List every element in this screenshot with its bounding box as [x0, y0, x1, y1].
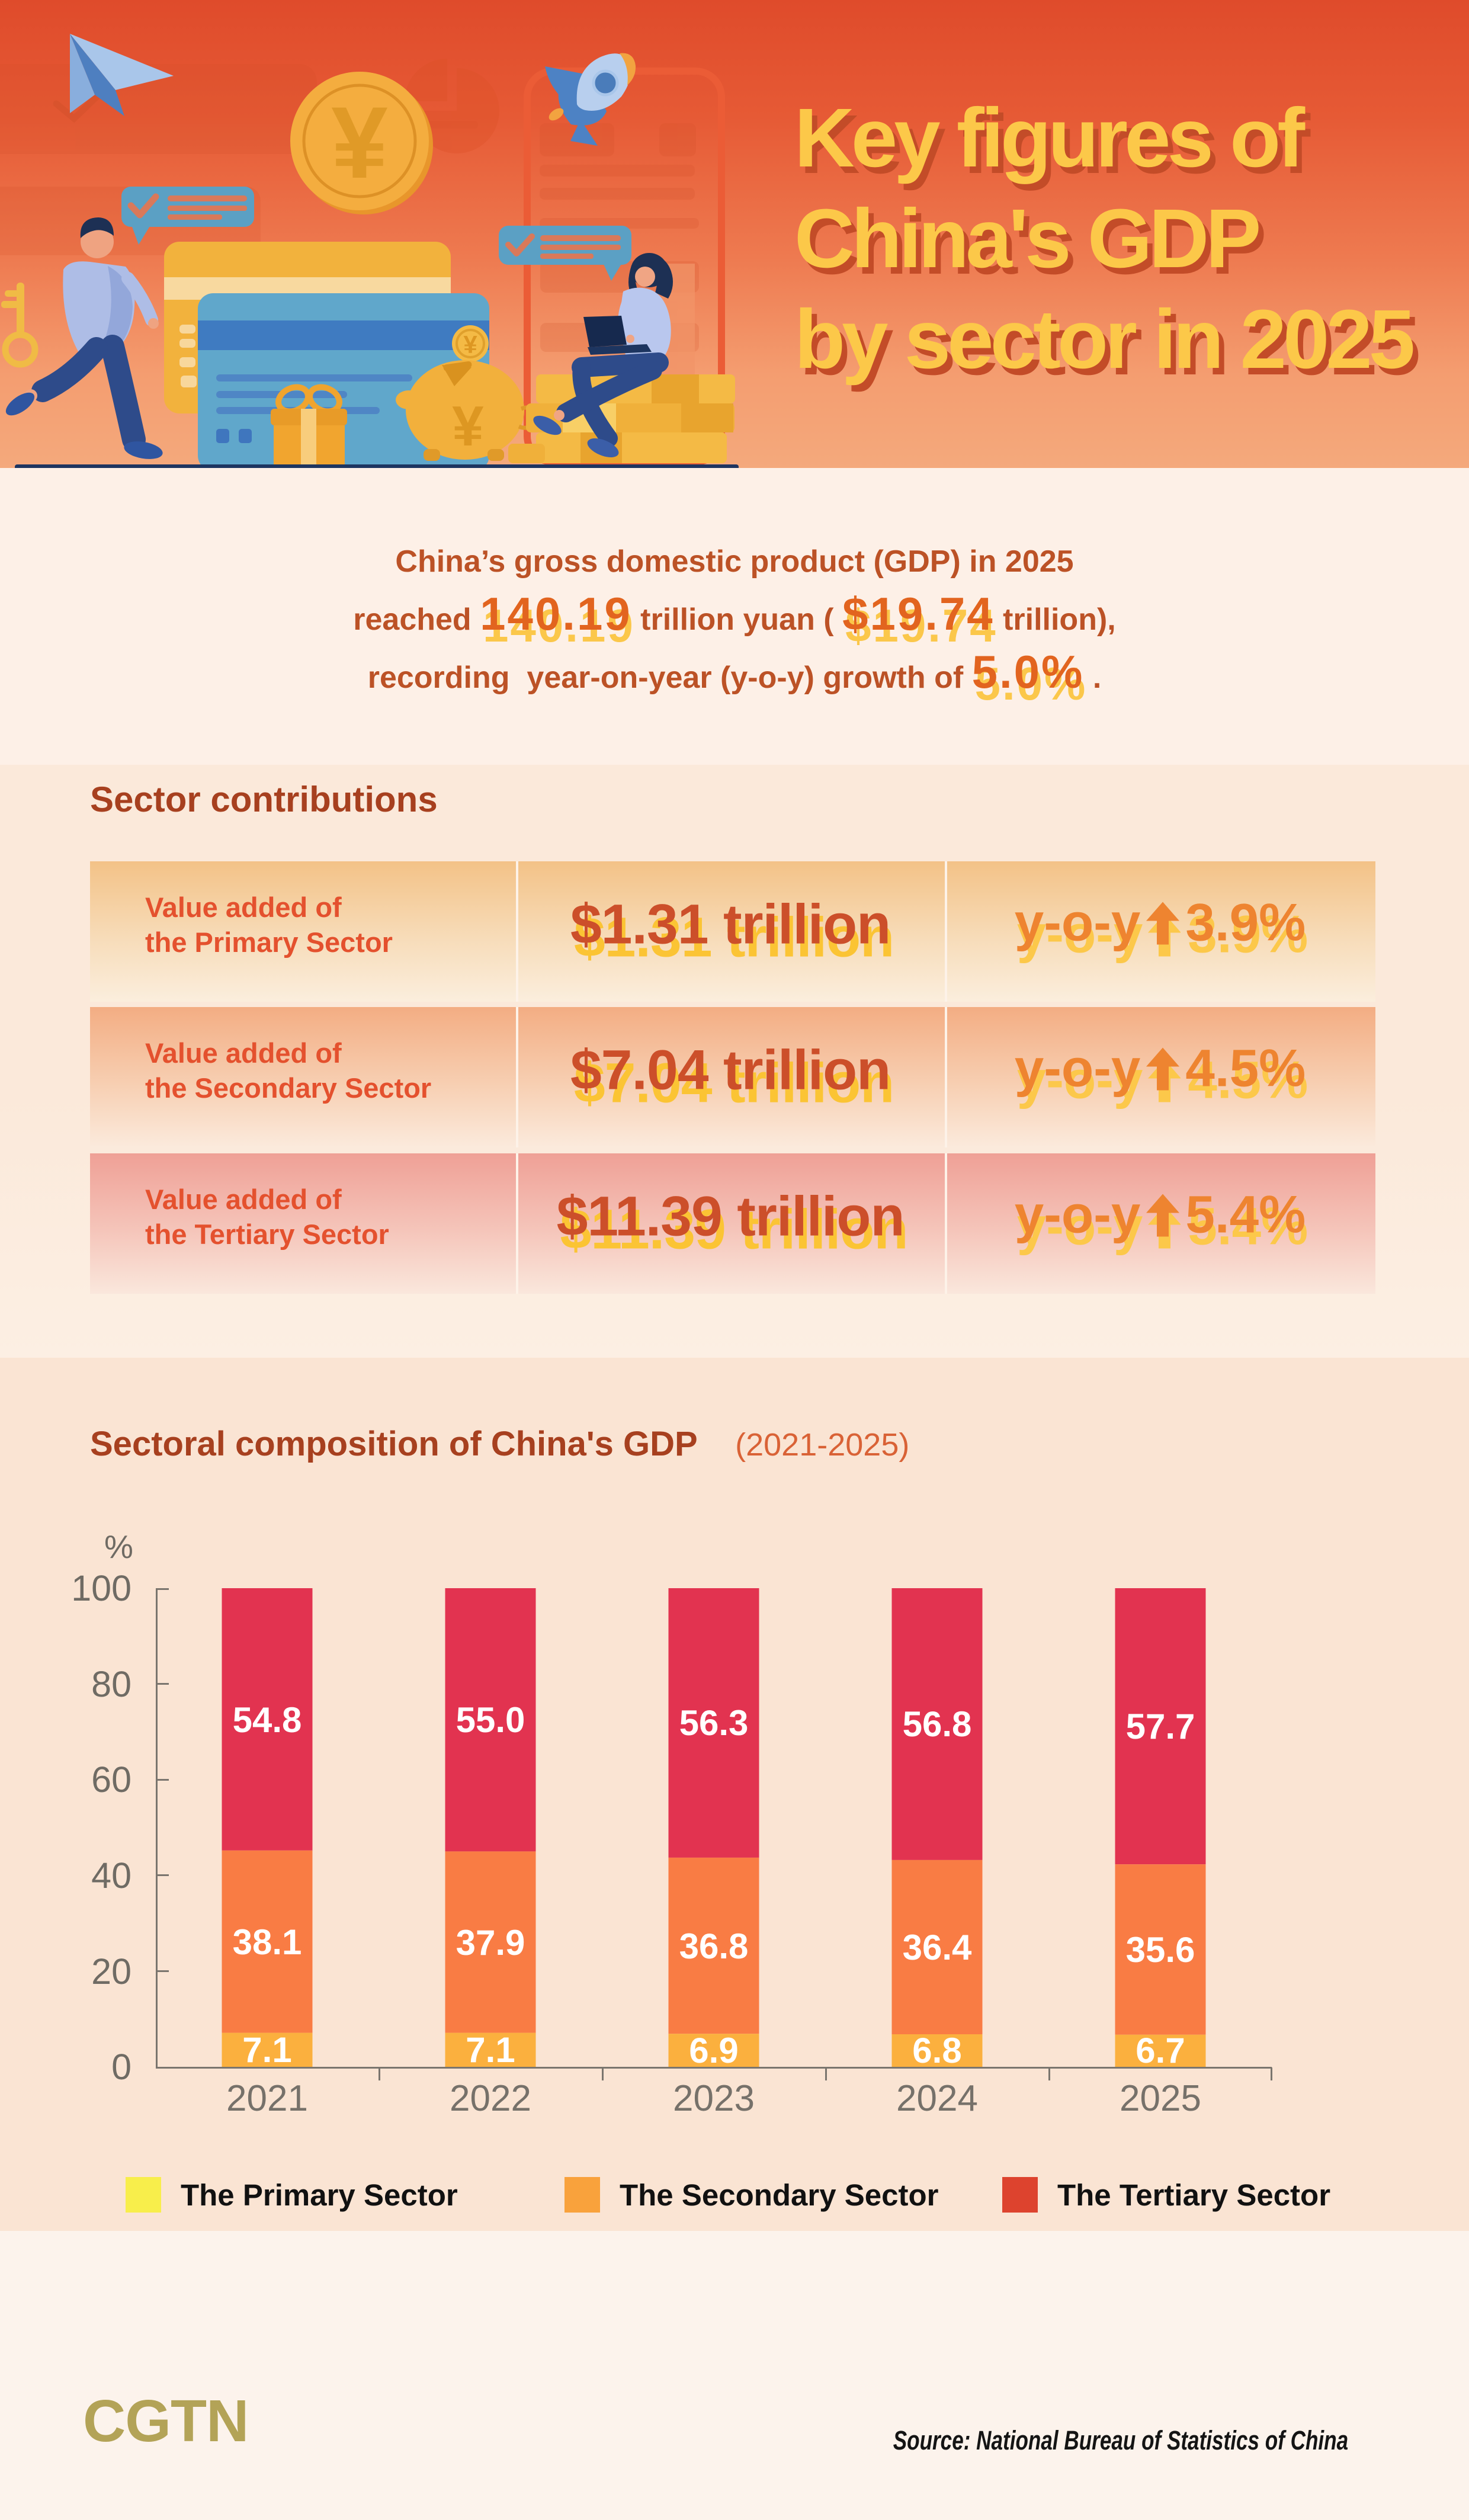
svg-text:100: 100 [71, 1568, 131, 1608]
svg-text:36.4: 36.4 [903, 1928, 972, 1967]
svg-text:¥: ¥ [452, 395, 483, 458]
svg-text:20: 20 [91, 1951, 131, 1992]
svg-text:The Tertiary Sector: The Tertiary Sector [1057, 2178, 1330, 2212]
svg-text:The Secondary Sector: The Secondary Sector [620, 2178, 939, 2212]
svg-text:6.8: 6.8 [912, 2031, 961, 2070]
svg-text:2024: 2024 [896, 2078, 978, 2119]
svg-text:2022: 2022 [450, 2078, 531, 2119]
svg-text:2023: 2023 [673, 2078, 755, 2119]
svg-text:6.9: 6.9 [689, 2031, 738, 2070]
svg-text:57.7: 57.7 [1126, 1707, 1195, 1746]
svg-text:The Primary Sector: The Primary Sector [181, 2178, 458, 2212]
svg-text:¥: ¥ [331, 86, 388, 200]
svg-text:7.1: 7.1 [466, 2030, 515, 2070]
svg-text:37.9: 37.9 [456, 1923, 525, 1963]
svg-text:2025: 2025 [1120, 2078, 1201, 2119]
svg-text:7.1: 7.1 [242, 2030, 291, 2070]
svg-text:80: 80 [91, 1664, 131, 1704]
svg-text:¥: ¥ [463, 331, 477, 358]
svg-text:%: % [104, 1528, 133, 1565]
svg-text:54.8: 54.8 [233, 1700, 302, 1740]
svg-text:56.3: 56.3 [679, 1703, 749, 1743]
svg-text:56.8: 56.8 [903, 1704, 972, 1744]
svg-text:2021: 2021 [226, 2078, 308, 2119]
svg-text:0: 0 [111, 2047, 131, 2087]
svg-text:60: 60 [91, 1759, 131, 1800]
svg-text:40: 40 [91, 1855, 131, 1896]
svg-text:35.6: 35.6 [1126, 1930, 1195, 1970]
svg-text:6.7: 6.7 [1136, 2031, 1185, 2070]
svg-text:55.0: 55.0 [456, 1700, 525, 1740]
svg-text:38.1: 38.1 [233, 1922, 302, 1962]
svg-text:36.8: 36.8 [679, 1926, 749, 1966]
